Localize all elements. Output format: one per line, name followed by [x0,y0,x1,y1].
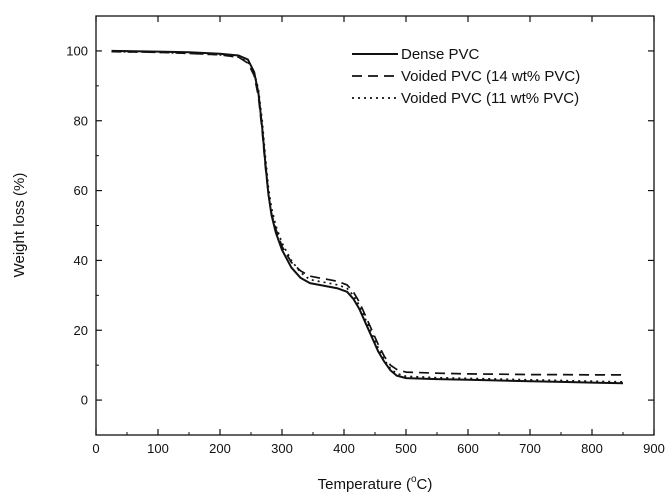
series-line-2 [111,50,623,376]
x-axis-label-main: Temperature ( [318,476,411,493]
y-tick-label: 100 [66,43,88,58]
x-axis-label-tail: C) [417,476,433,493]
x-tick-label: 500 [395,441,417,456]
legend-label-2: Voided PVC (14 wt% PVC) [401,68,580,85]
x-tick-label: 0 [92,441,99,456]
legend-label-3: Voided PVC (11 wt% PVC) [401,90,579,107]
y-tick-label: 40 [74,253,88,268]
x-tick-label: 700 [519,441,541,456]
x-axis-label: Temperature (oC) [318,474,433,493]
legend-label-1: Dense PVC [401,46,480,63]
x-tick-label: 300 [271,441,293,456]
legend: Dense PVC Voided PVC (14 wt% PVC) Voided P… [352,46,580,107]
x-tick-label: 800 [581,441,603,456]
x-axis-label-superscript: o [411,474,417,485]
y-tick-label: 80 [74,113,88,128]
x-tick-label: 100 [147,441,169,456]
x-tick-label: 600 [457,441,479,456]
x-tick-label: 200 [209,441,231,456]
y-tick-label: 20 [74,323,88,338]
y-tick-label: 60 [74,183,88,198]
series-line-1 [111,49,624,385]
x-tick-label: 400 [333,441,355,456]
y-tick-label: 0 [81,393,88,408]
axis-ticks: 0 100 200 300 400 500 600 700 800 900 0 20 40 60 80 100 [66,15,665,456]
y-axis-label: Weight loss (%) [11,173,28,278]
series-lines [111,49,624,385]
x-tick-label: 900 [643,441,665,456]
